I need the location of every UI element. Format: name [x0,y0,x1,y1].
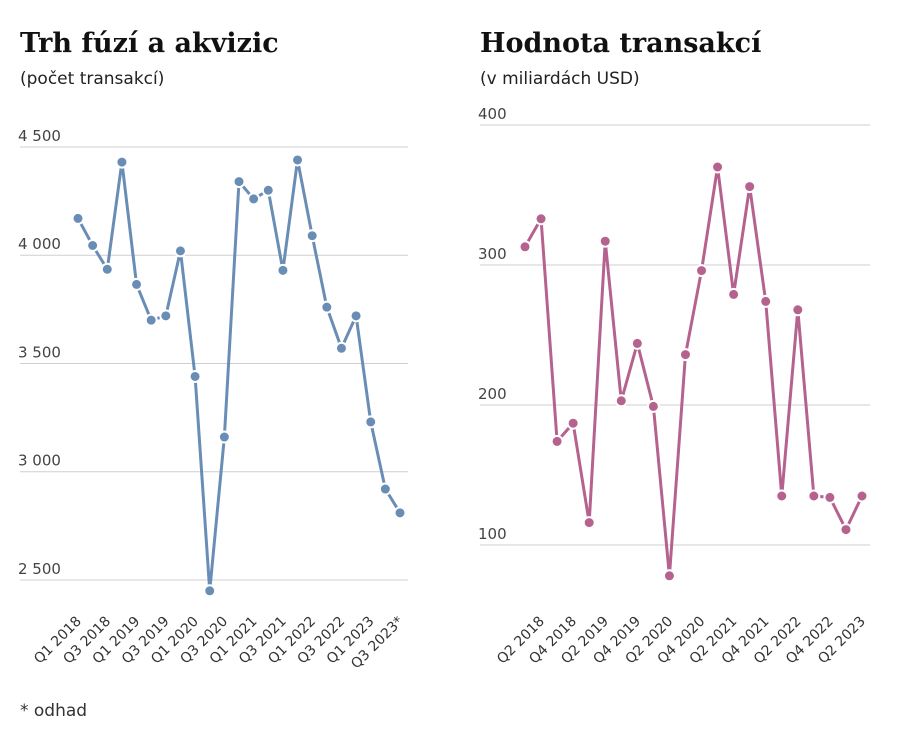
data-point [232,175,246,189]
data-point [86,238,100,252]
chart-title: Hodnota transakcí [480,28,762,59]
data-point [662,569,676,583]
data-point [630,336,644,350]
data-point [217,430,231,444]
data-point [71,211,85,225]
data-point [759,294,773,308]
data-point [364,415,378,429]
data-point [711,160,725,174]
data-point [393,506,407,520]
data-point [727,287,741,301]
data-point [320,300,334,314]
data-point [115,155,129,169]
data-point [334,341,348,355]
data-point [807,489,821,503]
y-tick-label: 400 [478,105,507,123]
data-point [100,262,114,276]
data-point [247,192,261,206]
data-point [823,490,837,504]
data-point [566,416,580,430]
y-tick-label: 4 000 [18,235,61,253]
data-point [646,399,660,413]
data-point [349,309,363,323]
y-tick-label: 3 000 [18,452,61,470]
data-point [855,489,869,503]
data-point [188,369,202,383]
data-point [695,264,709,278]
data-point [173,244,187,258]
y-tick-label: 3 500 [18,343,61,361]
data-point [550,434,564,448]
data-point [305,229,319,243]
chart-subtitle: (počet transakcí) [20,69,164,89]
data-point [775,489,789,503]
footnote: * odhad [20,701,87,721]
data-point [261,183,275,197]
y-tick-label: 4 500 [18,127,61,145]
data-point [291,153,305,167]
data-point [678,348,692,362]
data-point [378,482,392,496]
data-point [144,313,158,327]
data-point [598,234,612,248]
data-point [518,240,532,254]
data-point [203,584,217,598]
data-point [839,523,853,537]
y-tick-label: 200 [478,385,507,403]
data-point [614,394,628,408]
data-line [76,158,402,593]
y-tick-label: 2 500 [18,560,61,578]
data-point [276,263,290,277]
data-point [130,277,144,291]
chart-title: Trh fúzí a akvizic [20,28,279,59]
data-point [743,180,757,194]
y-tick-label: 300 [478,245,507,263]
chart-subtitle: (v miliardách USD) [480,69,640,89]
data-point [159,309,173,323]
data-line [523,165,864,578]
y-tick-label: 100 [478,525,507,543]
data-point [582,516,596,530]
data-point [791,303,805,317]
data-point [534,212,548,226]
